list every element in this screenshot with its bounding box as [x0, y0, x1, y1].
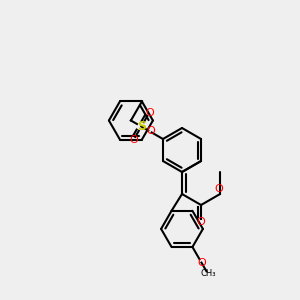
Text: O: O	[145, 108, 154, 118]
Text: S: S	[137, 120, 146, 133]
Text: O: O	[198, 259, 206, 269]
Text: O: O	[215, 184, 224, 194]
Text: CH₃: CH₃	[200, 269, 216, 278]
Text: O: O	[197, 217, 206, 227]
Text: O: O	[129, 135, 138, 146]
Text: O: O	[146, 125, 155, 136]
